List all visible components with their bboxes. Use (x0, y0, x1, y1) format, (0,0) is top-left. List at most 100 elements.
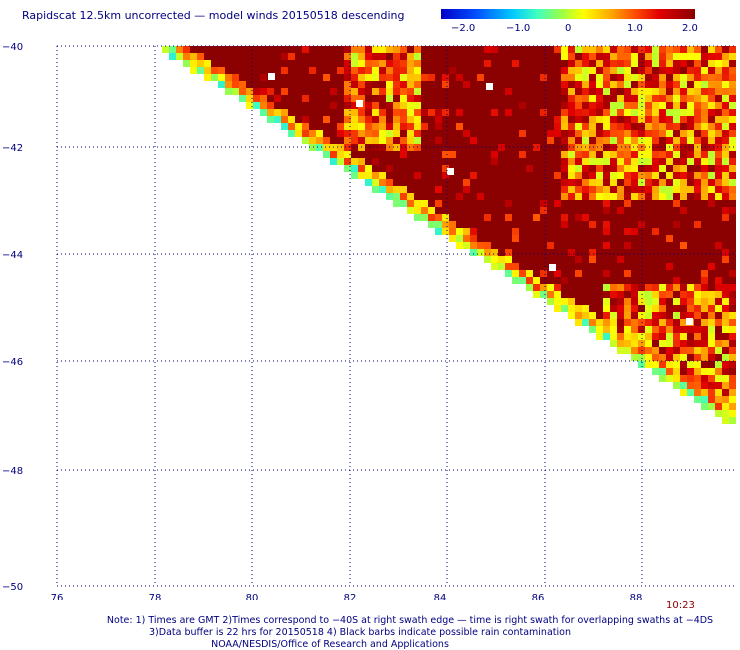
wind-cell (442, 228, 449, 235)
wind-cell (267, 102, 274, 109)
wind-cell (407, 95, 414, 102)
wind-cell (603, 284, 610, 291)
wind-cell (687, 46, 694, 53)
wind-cell (540, 207, 547, 214)
wind-cell (638, 214, 645, 221)
wind-cell (435, 137, 442, 144)
wind-cell (729, 137, 736, 144)
wind-cell (729, 165, 736, 172)
wind-cell (694, 396, 701, 403)
wind-cell (687, 291, 694, 298)
wind-cell (316, 81, 323, 88)
wind-cell (316, 144, 323, 151)
wind-cell (722, 403, 729, 410)
wind-cell (603, 186, 610, 193)
wind-cell (603, 102, 610, 109)
wind-cell (610, 116, 617, 123)
wind-cell (708, 256, 715, 263)
wind-cell (463, 207, 470, 214)
wind-cell (575, 172, 582, 179)
wind-cell (372, 144, 379, 151)
wind-cell (491, 207, 498, 214)
wind-cell (358, 53, 365, 60)
wind-cell (631, 256, 638, 263)
wind-cell (540, 137, 547, 144)
wind-cell (617, 130, 624, 137)
wind-cell (687, 312, 694, 319)
wind-cell (400, 179, 407, 186)
wind-cell (701, 333, 708, 340)
wind-cell (631, 172, 638, 179)
wind-cell (708, 319, 715, 326)
wind-cell (309, 53, 316, 60)
wind-cell (687, 53, 694, 60)
wind-cell (645, 67, 652, 74)
wind-cell (610, 130, 617, 137)
wind-cell (561, 67, 568, 74)
wind-cell (547, 53, 554, 60)
wind-cell (715, 221, 722, 228)
wind-cell (449, 186, 456, 193)
wind-cell (372, 123, 379, 130)
wind-cell (596, 193, 603, 200)
wind-cell (610, 193, 617, 200)
wind-cell (554, 67, 561, 74)
wind-cell (603, 298, 610, 305)
wind-cell (694, 130, 701, 137)
wind-cell (624, 137, 631, 144)
wind-cell (484, 60, 491, 67)
wind-cell (386, 193, 393, 200)
wind-cell (568, 144, 575, 151)
wind-cell (491, 46, 498, 53)
wind-cell (638, 221, 645, 228)
wind-cell (239, 67, 246, 74)
wind-cell (512, 200, 519, 207)
wind-cell (582, 165, 589, 172)
wind-cell (288, 130, 295, 137)
wind-cell (715, 340, 722, 347)
wind-cell (680, 312, 687, 319)
wind-cell (708, 277, 715, 284)
wind-cell (421, 214, 428, 221)
wind-cell (540, 193, 547, 200)
wind-cell (358, 137, 365, 144)
wind-cell (638, 284, 645, 291)
wind-cell (659, 375, 666, 382)
wind-cell (596, 158, 603, 165)
wind-cell (428, 207, 435, 214)
wind-cell (596, 172, 603, 179)
wind-cell (498, 186, 505, 193)
wind-cell (687, 88, 694, 95)
wind-cell (673, 130, 680, 137)
wind-cell (554, 221, 561, 228)
wind-cell (491, 116, 498, 123)
wind-cell (631, 312, 638, 319)
wind-cell (274, 95, 281, 102)
wind-cell (232, 88, 239, 95)
wind-cell (498, 179, 505, 186)
wind-cell (680, 270, 687, 277)
wind-cell (365, 158, 372, 165)
wind-cell (505, 109, 512, 116)
wind-cell (631, 270, 638, 277)
swath-time-label: 10:23 (666, 600, 695, 611)
wind-cell (652, 109, 659, 116)
wind-cell (694, 81, 701, 88)
wind-cell (701, 368, 708, 375)
wind-cell (512, 207, 519, 214)
wind-cell (631, 67, 638, 74)
wind-cell (617, 81, 624, 88)
wind-cell (512, 67, 519, 74)
wind-cell (687, 298, 694, 305)
wind-cell (575, 277, 582, 284)
wind-cell (666, 74, 673, 81)
wind-cell (708, 172, 715, 179)
wind-cell (372, 186, 379, 193)
wind-cell (435, 116, 442, 123)
wind-cell (701, 403, 708, 410)
wind-cell (694, 186, 701, 193)
wind-cell (617, 151, 624, 158)
wind-cell (631, 53, 638, 60)
wind-cell (694, 53, 701, 60)
wind-cell (463, 130, 470, 137)
